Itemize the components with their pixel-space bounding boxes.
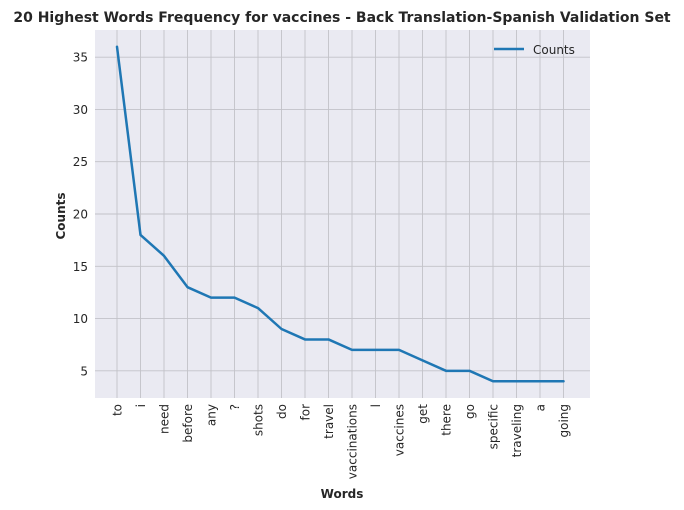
y-tick-label: 15	[73, 260, 88, 274]
y-tick-label: 25	[73, 155, 88, 169]
x-tick-label: vaccines	[393, 404, 407, 456]
y-tick-label: 5	[80, 364, 88, 378]
x-tick-label: l	[369, 404, 383, 407]
x-axis-label: Words	[321, 487, 364, 501]
y-axis-ticks: 5 10 15 20 25 30 35	[73, 51, 88, 379]
x-tick-label: traveling	[510, 404, 524, 457]
y-axis-label: Counts	[54, 192, 68, 239]
y-tick-label: 20	[73, 208, 88, 222]
x-tick-label: vaccinations	[346, 404, 360, 479]
x-tick-label: go	[463, 404, 477, 419]
x-tick-label: i	[134, 404, 148, 407]
x-tick-label: need	[158, 404, 172, 434]
x-tick-label: any	[205, 404, 219, 426]
x-tick-label: a	[534, 404, 548, 411]
y-tick-label: 10	[73, 312, 88, 326]
y-tick-label: 30	[73, 103, 88, 117]
x-tick-label: going	[557, 404, 571, 438]
x-tick-label: specific	[487, 404, 501, 449]
x-tick-label: to	[111, 404, 125, 416]
legend: Counts	[494, 43, 575, 57]
x-tick-label: shots	[252, 404, 266, 436]
grid	[95, 30, 590, 398]
x-tick-label: get	[416, 404, 430, 424]
x-tick-label: before	[181, 404, 195, 443]
x-tick-label: ?	[228, 404, 242, 410]
x-axis-ticks: to i need before any? shots do for travel vaccina…	[111, 404, 572, 479]
x-tick-label: travel	[322, 404, 336, 439]
series-line-counts	[115, 45, 565, 383]
y-tick-label: 35	[73, 51, 88, 65]
x-tick-label: for	[299, 404, 313, 421]
chart-title: 20 Highest Words Frequency for vaccines …	[13, 10, 671, 26]
series-layer	[115, 45, 565, 383]
x-tick-label: there	[440, 404, 454, 436]
legend-label-counts: Counts	[533, 43, 575, 57]
x-tick-label: do	[275, 404, 289, 419]
